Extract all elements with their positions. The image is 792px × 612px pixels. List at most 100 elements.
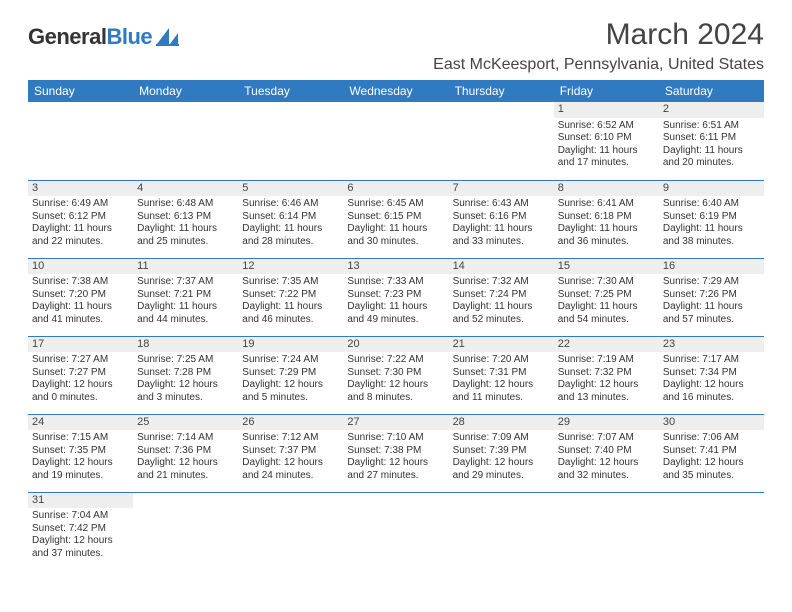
calendar-cell: 26Sunrise: 7:12 AMSunset: 7:37 PMDayligh… — [238, 414, 343, 492]
day-line-sunset: Sunset: 7:21 PM — [137, 289, 234, 302]
calendar-cell: 19Sunrise: 7:24 AMSunset: 7:29 PMDayligh… — [238, 336, 343, 414]
day-line-sunrise: Sunrise: 7:35 AM — [242, 276, 339, 289]
day-line-sunrise: Sunrise: 7:04 AM — [32, 510, 129, 523]
calendar-cell: 1Sunrise: 6:52 AMSunset: 6:10 PMDaylight… — [554, 102, 659, 180]
calendar-row: 17Sunrise: 7:27 AMSunset: 7:27 PMDayligh… — [28, 336, 764, 414]
day-number: 24 — [28, 415, 133, 431]
day-details: Sunrise: 7:32 AMSunset: 7:24 PMDaylight:… — [449, 274, 554, 329]
weekday-header: Thursday — [449, 80, 554, 102]
day-line-sunset: Sunset: 7:26 PM — [663, 289, 760, 302]
day-details: Sunrise: 6:51 AMSunset: 6:11 PMDaylight:… — [659, 118, 764, 173]
day-line-day2: and 16 minutes. — [663, 392, 760, 405]
day-line-sunset: Sunset: 7:25 PM — [558, 289, 655, 302]
calendar-cell: 4Sunrise: 6:48 AMSunset: 6:13 PMDaylight… — [133, 180, 238, 258]
day-line-sunset: Sunset: 7:41 PM — [663, 445, 760, 458]
calendar-cell — [659, 492, 764, 570]
day-line-sunset: Sunset: 7:40 PM — [558, 445, 655, 458]
day-line-sunset: Sunset: 6:18 PM — [558, 211, 655, 224]
day-line-sunset: Sunset: 6:10 PM — [558, 132, 655, 145]
day-number: 31 — [28, 493, 133, 509]
calendar-cell: 7Sunrise: 6:43 AMSunset: 6:16 PMDaylight… — [449, 180, 554, 258]
day-line-sunset: Sunset: 7:32 PM — [558, 367, 655, 380]
day-number: 23 — [659, 337, 764, 353]
day-line-day1: Daylight: 11 hours — [242, 301, 339, 314]
day-details: Sunrise: 7:24 AMSunset: 7:29 PMDaylight:… — [238, 352, 343, 407]
day-details: Sunrise: 6:40 AMSunset: 6:19 PMDaylight:… — [659, 196, 764, 251]
day-details: Sunrise: 6:49 AMSunset: 6:12 PMDaylight:… — [28, 196, 133, 251]
calendar-cell — [133, 492, 238, 570]
day-line-day2: and 44 minutes. — [137, 314, 234, 327]
day-line-day1: Daylight: 11 hours — [32, 301, 129, 314]
day-line-sunrise: Sunrise: 6:52 AM — [558, 120, 655, 133]
day-line-sunrise: Sunrise: 7:27 AM — [32, 354, 129, 367]
day-number: 27 — [343, 415, 448, 431]
day-line-day1: Daylight: 12 hours — [32, 379, 129, 392]
month-title: March 2024 — [433, 18, 764, 52]
day-line-sunrise: Sunrise: 7:19 AM — [558, 354, 655, 367]
calendar-cell: 9Sunrise: 6:40 AMSunset: 6:19 PMDaylight… — [659, 180, 764, 258]
day-line-day2: and 35 minutes. — [663, 470, 760, 483]
day-line-sunset: Sunset: 7:30 PM — [347, 367, 444, 380]
day-details: Sunrise: 6:41 AMSunset: 6:18 PMDaylight:… — [554, 196, 659, 251]
day-line-sunset: Sunset: 7:39 PM — [453, 445, 550, 458]
sail-icon — [156, 27, 182, 47]
day-line-day2: and 13 minutes. — [558, 392, 655, 405]
day-details: Sunrise: 7:20 AMSunset: 7:31 PMDaylight:… — [449, 352, 554, 407]
calendar-cell: 8Sunrise: 6:41 AMSunset: 6:18 PMDaylight… — [554, 180, 659, 258]
day-line-day2: and 24 minutes. — [242, 470, 339, 483]
calendar-cell: 17Sunrise: 7:27 AMSunset: 7:27 PMDayligh… — [28, 336, 133, 414]
day-line-sunrise: Sunrise: 7:25 AM — [137, 354, 234, 367]
day-line-day1: Daylight: 12 hours — [242, 457, 339, 470]
day-number: 29 — [554, 415, 659, 431]
calendar-cell — [343, 492, 448, 570]
day-details: Sunrise: 7:04 AMSunset: 7:42 PMDaylight:… — [28, 508, 133, 563]
calendar-cell: 12Sunrise: 7:35 AMSunset: 7:22 PMDayligh… — [238, 258, 343, 336]
day-line-day1: Daylight: 12 hours — [453, 379, 550, 392]
day-number: 7 — [449, 181, 554, 197]
day-line-sunset: Sunset: 6:19 PM — [663, 211, 760, 224]
day-line-day2: and 17 minutes. — [558, 157, 655, 170]
calendar-cell: 28Sunrise: 7:09 AMSunset: 7:39 PMDayligh… — [449, 414, 554, 492]
calendar-cell — [449, 492, 554, 570]
day-line-day1: Daylight: 11 hours — [663, 145, 760, 158]
day-details: Sunrise: 7:09 AMSunset: 7:39 PMDaylight:… — [449, 430, 554, 485]
header: GeneralBlue March 2024 East McKeesport, … — [28, 18, 764, 74]
calendar-cell: 14Sunrise: 7:32 AMSunset: 7:24 PMDayligh… — [449, 258, 554, 336]
day-details: Sunrise: 7:22 AMSunset: 7:30 PMDaylight:… — [343, 352, 448, 407]
calendar-cell: 15Sunrise: 7:30 AMSunset: 7:25 PMDayligh… — [554, 258, 659, 336]
day-line-sunrise: Sunrise: 7:07 AM — [558, 432, 655, 445]
day-line-sunset: Sunset: 7:28 PM — [137, 367, 234, 380]
day-line-day2: and 19 minutes. — [32, 470, 129, 483]
calendar-cell — [343, 102, 448, 180]
day-line-sunrise: Sunrise: 6:41 AM — [558, 198, 655, 211]
day-line-sunrise: Sunrise: 7:10 AM — [347, 432, 444, 445]
day-line-day2: and 28 minutes. — [242, 236, 339, 249]
day-line-day1: Daylight: 12 hours — [663, 379, 760, 392]
calendar-row: 31Sunrise: 7:04 AMSunset: 7:42 PMDayligh… — [28, 492, 764, 570]
calendar-cell: 5Sunrise: 6:46 AMSunset: 6:14 PMDaylight… — [238, 180, 343, 258]
day-details: Sunrise: 7:06 AMSunset: 7:41 PMDaylight:… — [659, 430, 764, 485]
day-line-day2: and 37 minutes. — [32, 548, 129, 561]
day-details: Sunrise: 7:29 AMSunset: 7:26 PMDaylight:… — [659, 274, 764, 329]
day-line-sunrise: Sunrise: 7:37 AM — [137, 276, 234, 289]
day-number: 14 — [449, 259, 554, 275]
day-line-sunrise: Sunrise: 6:51 AM — [663, 120, 760, 133]
day-line-sunrise: Sunrise: 6:46 AM — [242, 198, 339, 211]
brand-logo: GeneralBlue — [28, 24, 182, 50]
calendar-cell: 18Sunrise: 7:25 AMSunset: 7:28 PMDayligh… — [133, 336, 238, 414]
calendar-cell: 29Sunrise: 7:07 AMSunset: 7:40 PMDayligh… — [554, 414, 659, 492]
day-number: 26 — [238, 415, 343, 431]
calendar-table: Sunday Monday Tuesday Wednesday Thursday… — [28, 80, 764, 570]
weekday-header: Sunday — [28, 80, 133, 102]
day-line-day2: and 8 minutes. — [347, 392, 444, 405]
day-line-sunrise: Sunrise: 7:17 AM — [663, 354, 760, 367]
day-line-day1: Daylight: 12 hours — [137, 457, 234, 470]
day-number: 9 — [659, 181, 764, 197]
day-number: 10 — [28, 259, 133, 275]
calendar-cell — [238, 102, 343, 180]
day-line-day2: and 22 minutes. — [32, 236, 129, 249]
day-line-day1: Daylight: 12 hours — [242, 379, 339, 392]
day-line-day1: Daylight: 11 hours — [663, 223, 760, 236]
calendar-cell: 2Sunrise: 6:51 AMSunset: 6:11 PMDaylight… — [659, 102, 764, 180]
calendar-cell: 21Sunrise: 7:20 AMSunset: 7:31 PMDayligh… — [449, 336, 554, 414]
